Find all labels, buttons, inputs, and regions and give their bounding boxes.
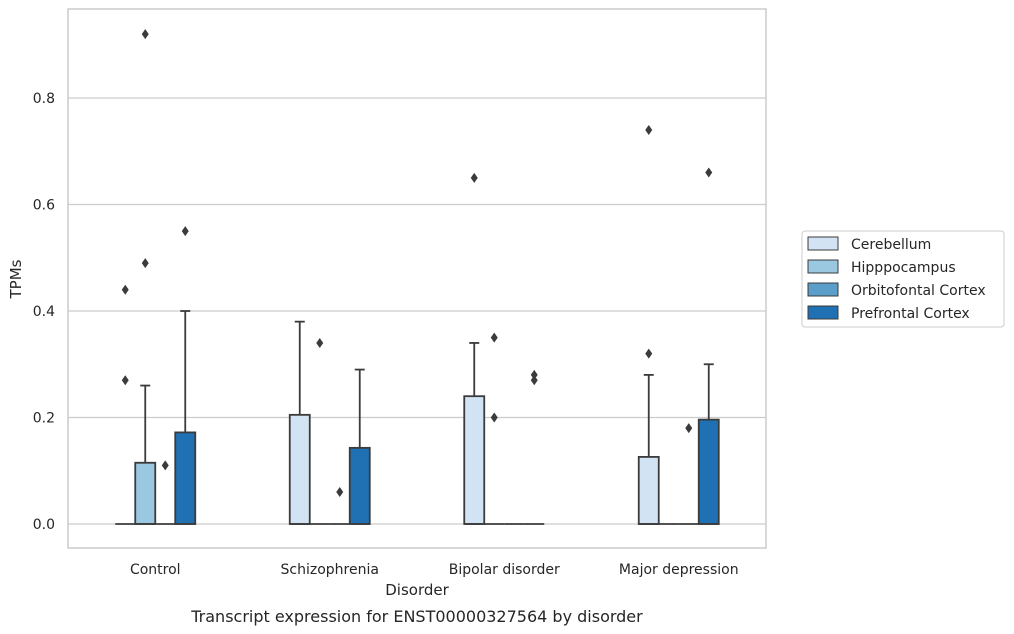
y-tick-label: 0.4 xyxy=(33,304,55,320)
box xyxy=(134,461,157,525)
legend-frame xyxy=(801,230,1005,328)
legend-label: Prefrontal Cortex xyxy=(851,306,970,322)
box xyxy=(174,431,197,525)
x-tick-label: Major depression xyxy=(619,562,739,578)
box xyxy=(463,395,486,525)
y-tick-label: 0.2 xyxy=(33,411,55,427)
legend-swatch xyxy=(807,282,839,297)
x-axis-label: Disorder xyxy=(385,581,449,599)
box-0-1 xyxy=(134,29,157,525)
outlier-point xyxy=(316,337,324,348)
x-tick-label: Bipolar disorder xyxy=(449,562,560,578)
box-1-3 xyxy=(348,368,371,525)
legend-label: Orbitofontal Cortex xyxy=(851,283,986,299)
outlier-point xyxy=(645,348,653,359)
box-3-2 xyxy=(678,423,699,525)
box xyxy=(637,456,660,525)
box-2-0 xyxy=(463,172,486,525)
outlier-point xyxy=(490,412,498,423)
legend-label: Hipppocampus xyxy=(851,260,956,276)
outlier-point xyxy=(705,167,713,178)
box-1-1 xyxy=(309,337,330,525)
box-0-3 xyxy=(174,226,197,525)
box-2-1 xyxy=(484,332,505,525)
y-tick-label: 0.6 xyxy=(33,198,55,214)
outlier-point xyxy=(181,226,189,237)
chart-caption: Transcript expression for ENST0000032756… xyxy=(190,607,643,626)
box-1-0 xyxy=(288,320,311,525)
box-3-0 xyxy=(637,124,660,525)
box-2-3 xyxy=(524,369,545,525)
y-axis-label: TPMs xyxy=(7,259,25,299)
box xyxy=(288,413,311,525)
outlier-point xyxy=(685,423,693,434)
outlier-point xyxy=(141,29,149,40)
outlier-point xyxy=(490,332,498,343)
box xyxy=(348,446,371,525)
plot-frame xyxy=(67,8,767,549)
y-tick-labels: 0.0 0.2 0.4 0.6 0.8 xyxy=(33,91,55,533)
legend-swatch xyxy=(807,305,839,320)
outlier-point xyxy=(530,375,538,386)
outlier-point xyxy=(121,375,129,386)
y-tick-label: 0.8 xyxy=(33,91,55,107)
box-1-2 xyxy=(329,487,350,525)
outlier-point xyxy=(141,258,149,269)
outlier-point xyxy=(645,124,653,135)
legend: Cerebellum Hipppocampus Orbitofontal Corte… xyxy=(801,230,1005,328)
outlier-point xyxy=(470,172,478,183)
box xyxy=(697,418,720,525)
box-0-2 xyxy=(155,460,176,525)
y-tick-label: 0.0 xyxy=(33,517,55,533)
outlier-point xyxy=(161,460,169,471)
legend-swatch xyxy=(807,236,839,251)
box-3-3 xyxy=(697,167,720,525)
outlier-point xyxy=(336,487,344,498)
x-tick-label: Schizophrenia xyxy=(281,562,379,578)
legend-label: Cerebellum xyxy=(851,237,931,253)
outlier-point xyxy=(121,284,129,295)
box-groups xyxy=(115,29,720,525)
x-tick-labels: Control Schizophrenia Bipolar disorder Majo… xyxy=(130,562,739,578)
box-0-0 xyxy=(115,284,136,525)
legend-swatch xyxy=(807,259,839,274)
x-tick-label: Control xyxy=(130,562,181,578)
outlier-point xyxy=(530,369,538,380)
